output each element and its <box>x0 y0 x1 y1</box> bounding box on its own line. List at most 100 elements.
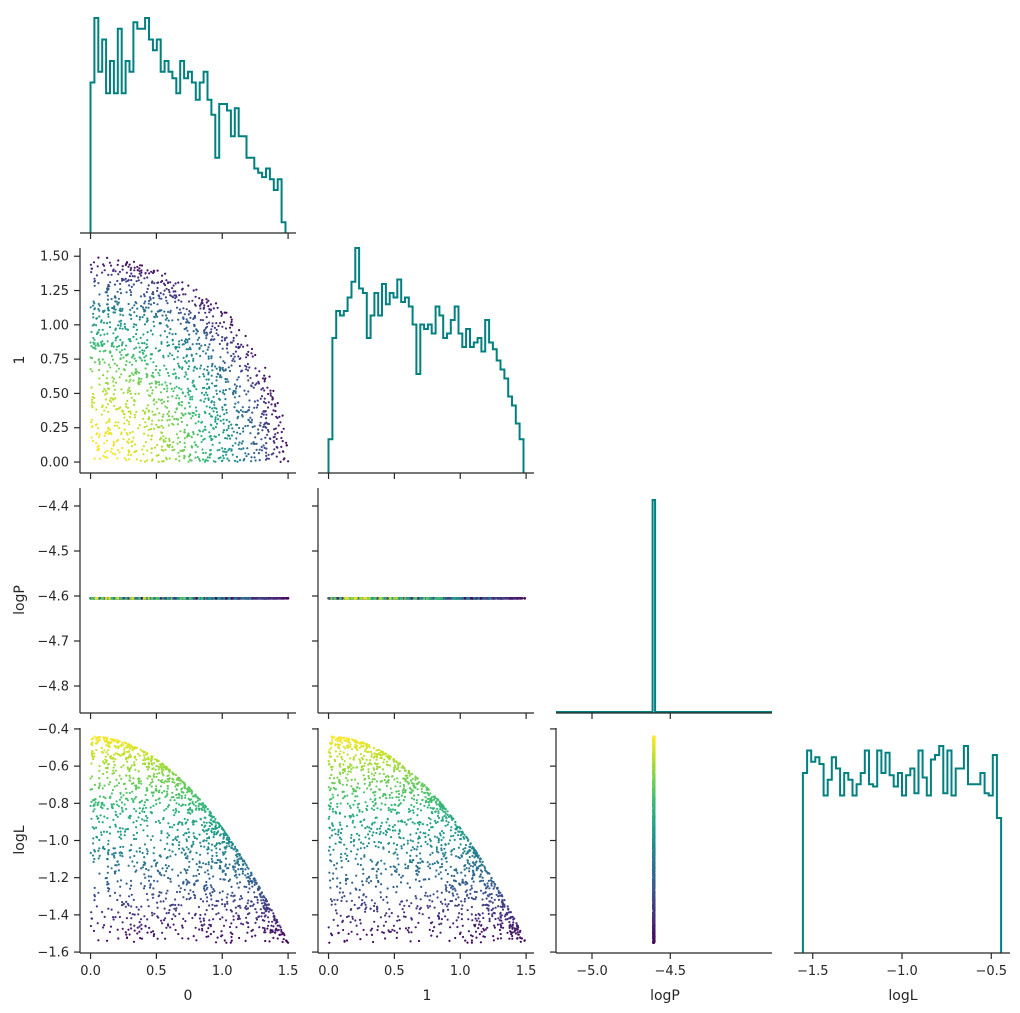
scatter-point <box>267 392 270 396</box>
scatter-point <box>164 318 167 321</box>
scatter-point <box>147 597 150 600</box>
scatter-point <box>110 447 113 450</box>
scatter-point <box>133 266 136 269</box>
scatter-point <box>175 397 178 400</box>
scatter-point <box>260 445 263 449</box>
scatter-point <box>98 293 101 296</box>
scatter-point <box>160 341 163 344</box>
scatter-point <box>97 849 100 853</box>
scatter-point <box>98 309 101 312</box>
scatter-point <box>150 270 153 273</box>
scatter-point <box>96 432 99 435</box>
scatter-point <box>268 437 271 440</box>
scatter-point <box>128 275 131 278</box>
scatter-point <box>523 597 526 600</box>
scatter-point <box>128 423 131 426</box>
scatter-point <box>198 459 201 462</box>
scatter-point <box>105 421 108 424</box>
scatter-point <box>120 349 124 352</box>
scatter-point <box>117 259 120 262</box>
scatter-point <box>202 306 206 309</box>
scatter-point <box>244 452 247 455</box>
scatter-point <box>187 389 191 392</box>
scatter-point <box>151 291 155 294</box>
scatter-point <box>233 406 236 409</box>
scatter-point <box>207 863 210 866</box>
scatter-point <box>129 378 132 381</box>
scatter-point <box>180 339 183 342</box>
scatter-point <box>134 392 137 395</box>
scatter-point <box>239 432 242 435</box>
scatter-point <box>257 380 260 383</box>
scatter-point <box>93 307 96 310</box>
scatter-point <box>143 359 147 362</box>
scatter-point <box>157 371 160 375</box>
scatter-point <box>109 450 112 453</box>
scatter-point <box>189 398 192 401</box>
scatter-point <box>195 409 198 413</box>
scatter-point <box>96 342 99 345</box>
scatter-point <box>173 823 176 827</box>
scatter-point <box>186 387 190 390</box>
scatter-point <box>169 328 172 331</box>
scatter-point <box>255 406 258 409</box>
scatter-point <box>251 382 254 385</box>
scatter-point <box>213 403 216 406</box>
scatter-point <box>146 404 149 407</box>
scatter-point <box>175 407 178 410</box>
scatter-point <box>171 826 174 829</box>
scatter-point <box>214 418 217 421</box>
scatter-point <box>247 419 250 422</box>
scatter-point <box>97 444 100 447</box>
scatter-point <box>198 413 201 416</box>
scatter-point <box>122 412 125 416</box>
scatter-point <box>183 375 186 378</box>
scatter-point <box>168 457 171 460</box>
scatter-point <box>135 280 138 283</box>
scatter-point <box>158 297 161 300</box>
scatter-point <box>175 433 178 436</box>
scatter-point <box>140 305 143 308</box>
scatter-point <box>279 460 282 463</box>
scatter-point <box>183 428 186 431</box>
scatter-point <box>121 265 124 268</box>
scatter-point <box>135 332 138 336</box>
scatter-point <box>124 787 127 791</box>
scatter-point <box>170 387 173 390</box>
scatter-point <box>220 376 223 379</box>
scatter-point <box>180 449 183 452</box>
scatter-point <box>145 407 148 410</box>
scatter-point <box>185 318 188 321</box>
scatter-point <box>91 370 94 373</box>
scatter-point <box>171 287 174 290</box>
scatter-point <box>194 443 198 446</box>
scatter-point <box>201 458 205 461</box>
scatter-point <box>94 344 97 347</box>
scatter-point <box>187 348 190 351</box>
scatter-point <box>106 430 109 433</box>
scatter-point <box>131 275 134 278</box>
scatter-point <box>230 320 233 324</box>
scatter-point <box>146 276 149 279</box>
scatter-point <box>117 301 120 304</box>
scatter-point <box>91 597 95 600</box>
scatter-point <box>403 597 407 600</box>
scatter-point <box>171 395 174 398</box>
scatter-point <box>208 343 211 346</box>
scatter-point <box>113 295 117 298</box>
scatter-point <box>93 323 96 326</box>
scatter-point <box>225 411 228 414</box>
scatter-point <box>104 456 107 459</box>
scatter-point <box>212 410 215 413</box>
scatter-point <box>121 327 124 330</box>
scatter-point <box>204 451 207 454</box>
scatter-point <box>479 597 483 600</box>
scatter-point <box>234 442 237 445</box>
scatter-point <box>146 287 149 290</box>
scatter-point <box>175 295 178 298</box>
scatter-point <box>239 409 242 412</box>
scatter-point <box>161 274 164 277</box>
scatter-point <box>116 263 119 266</box>
scatter-point <box>151 292 154 295</box>
scatter-point <box>125 402 128 406</box>
